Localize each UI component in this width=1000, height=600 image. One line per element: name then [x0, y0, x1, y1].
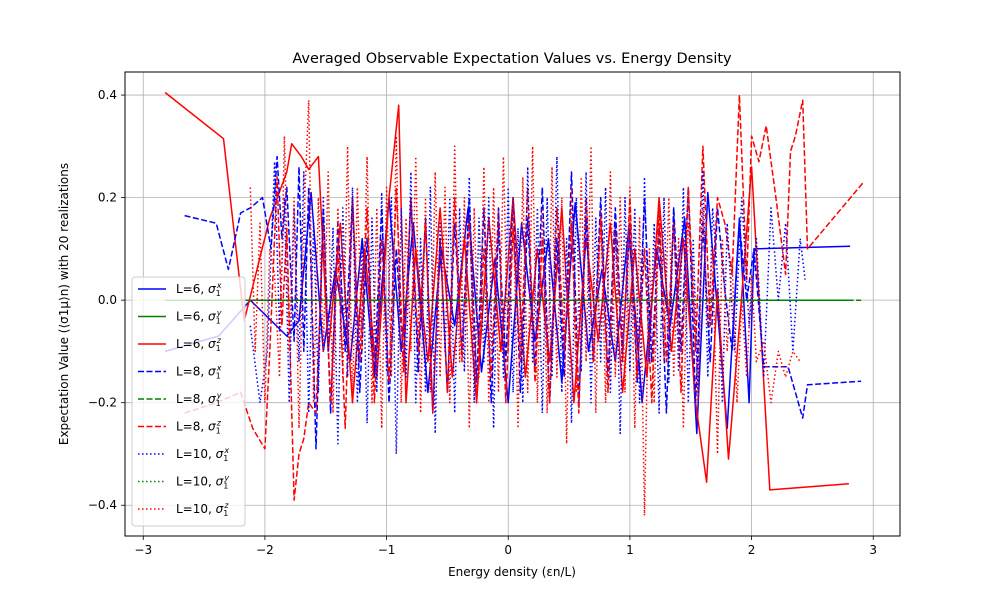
y-tick-label: −0.4 — [88, 498, 117, 512]
legend: L=6, σ1x L=6, σ1y L=6, σ1z L=8, σ1x L=8, σ1y… — [131, 276, 246, 527]
x-tick-label: −2 — [256, 543, 274, 557]
legend-entry: L=10, σ1x — [176, 446, 229, 463]
legend-box — [131, 276, 246, 527]
y-tick-label: 0.4 — [98, 88, 117, 102]
legend-entry: L=10, σ1z — [176, 501, 229, 518]
legend-entry: L=8, σ1z — [176, 419, 222, 436]
legend-entry: L=6, σ1x — [176, 281, 222, 298]
legend-entry: L=6, σ1z — [176, 336, 222, 353]
series-line — [249, 99, 801, 517]
legend-entry: L=8, σ1x — [176, 364, 222, 381]
x-tick-label: 0 — [504, 543, 512, 557]
series-line — [184, 155, 862, 450]
series-line — [184, 94, 865, 501]
chart-title: Averaged Observable Expectation Values v… — [292, 51, 732, 67]
x-tick-label: 3 — [869, 543, 877, 557]
x-tick-label: 1 — [626, 543, 634, 557]
x-tick-label: −1 — [378, 543, 396, 557]
series-line — [164, 91, 849, 491]
x-tick-label: 2 — [748, 543, 756, 557]
x-axis-label: Energy density (εn/L) — [448, 565, 576, 579]
axis-ticks: −3 −2 −1 0 1 2 3 −0.4 −0.2 0.0 0.2 0.4 — [88, 88, 877, 557]
legend-entry: L=6, σ1y — [176, 309, 222, 326]
x-tick-label: −3 — [134, 543, 152, 557]
plot-frame — [124, 71, 901, 537]
series-line — [249, 155, 806, 455]
y-tick-label: −0.2 — [88, 396, 117, 410]
y-tick-label: 0.0 — [98, 293, 117, 307]
y-axis-label: Expectation Value (⟨σ1μ⟩n) with 20 reali… — [57, 163, 71, 445]
y-tick-label: 0.2 — [98, 191, 117, 205]
legend-entry: L=10, σ1y — [176, 474, 229, 491]
legend-entry: L=8, σ1y — [176, 391, 222, 408]
series-group — [164, 91, 865, 517]
